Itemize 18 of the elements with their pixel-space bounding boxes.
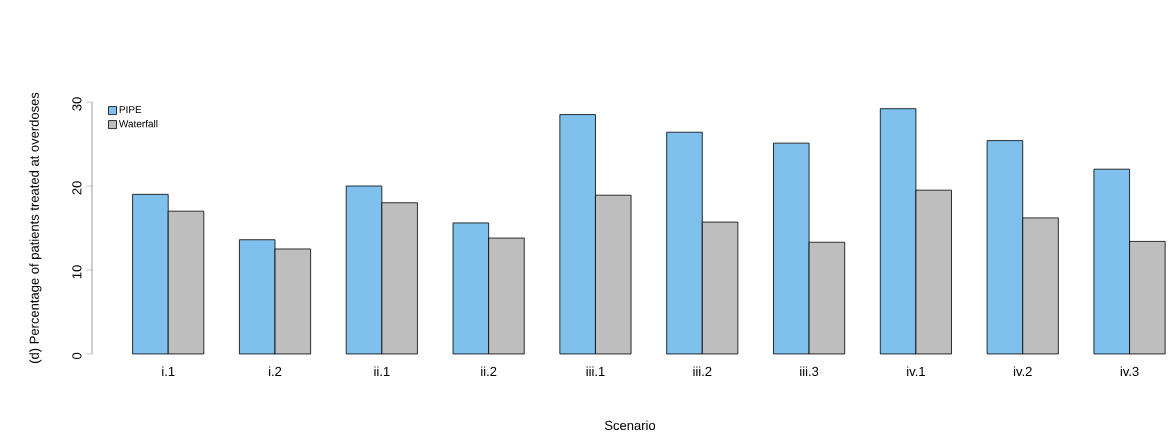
x-tick-label: ii.1 [374,366,390,376]
x-tick-label: iii.1 [586,366,605,376]
y-tick-label: 10 [72,265,82,279]
legend-label: Waterfall [118,119,158,128]
x-tick-label: ii.2 [481,366,497,376]
x-tick-label: iv.1 [907,366,925,376]
x-tick-label: i.2 [269,366,282,376]
legend-label: PIPE [119,106,142,114]
x-tick-label: iii.2 [693,366,712,376]
x-tick-label: i.1 [162,366,175,376]
y-tick-label: 0 [72,352,82,360]
x-tick-label: iv.3 [1120,366,1139,377]
x-axis-title: Scenario [604,420,656,431]
x-tick-label: iii.3 [800,366,819,377]
y-tick-label: 30 [72,97,82,111]
y-tick-label: 20 [72,181,82,195]
x-tick-label: iv.2 [1013,366,1032,376]
y-axis-title: (d) Percentage of patients treated at overdoses [29,92,42,364]
